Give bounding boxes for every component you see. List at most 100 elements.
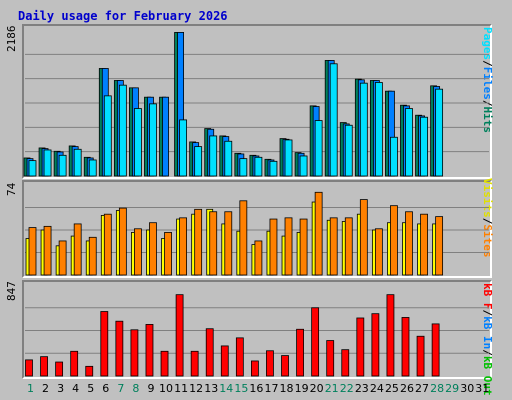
sites-bar — [374, 228, 383, 276]
kbytes-bar — [431, 323, 440, 377]
sites-bar — [435, 216, 444, 276]
sites-bar — [254, 240, 263, 276]
pages-bar — [329, 63, 338, 177]
sites-bar — [194, 208, 203, 276]
day-tick-label: 7 — [117, 382, 125, 395]
day-tick-label: 27 — [415, 382, 430, 395]
day-tick-label: 17 — [264, 382, 279, 395]
kbytes-bar — [190, 350, 199, 377]
sites-bar — [134, 228, 142, 276]
day-tick-label: 22 — [339, 382, 354, 395]
sites-bar — [43, 225, 52, 276]
kbytes-bar — [281, 355, 289, 377]
day-tick-label: 4 — [72, 382, 80, 395]
day-tick-label: 3 — [57, 382, 65, 395]
day-tick-label: 25 — [384, 382, 399, 395]
day-tick-label: 28 — [430, 382, 445, 395]
day-tick-label: 21 — [324, 382, 339, 395]
pages-bar — [149, 103, 157, 177]
day-tick-label: 13 — [204, 382, 219, 395]
day-tick-label: 20 — [309, 382, 324, 395]
sites-bar — [359, 199, 368, 276]
pages-bar — [284, 139, 293, 177]
kbytes-bar — [401, 317, 410, 377]
pages-bar — [435, 88, 444, 177]
day-tick-label: 30 — [460, 382, 475, 395]
kbytes-bar — [296, 328, 304, 377]
kbytes-bar — [175, 294, 184, 377]
sites-bar — [88, 236, 97, 276]
pages-bar — [239, 158, 248, 177]
sites-bar — [118, 207, 127, 276]
day-tick-label: 11 — [174, 382, 189, 395]
kbytes-bar — [70, 350, 79, 377]
sites-bar — [299, 218, 308, 276]
sites-bar — [149, 222, 157, 276]
day-tick-label: 19 — [294, 382, 309, 395]
pages-bar — [299, 155, 308, 177]
sites-bar — [344, 217, 353, 276]
pages-bar — [118, 84, 127, 177]
pages-bar — [405, 108, 413, 177]
pages-bar — [43, 149, 52, 177]
kbytes-bar — [115, 320, 124, 377]
sites-bar — [329, 217, 338, 276]
kbytes-bar — [40, 356, 48, 377]
pages-bar — [420, 116, 428, 177]
kbytes-bar — [100, 311, 109, 377]
day-tick-label: 2 — [42, 382, 50, 395]
kbytes-bar — [145, 324, 154, 377]
day-tick-label: 8 — [132, 382, 140, 395]
kbytes-bar — [416, 335, 425, 377]
pages-bar — [269, 160, 278, 177]
sites-bar — [314, 191, 323, 276]
day-tick-label: 15 — [234, 382, 249, 395]
chart-title: Daily usage for February 2026 — [18, 9, 228, 23]
pages-bar — [103, 95, 112, 177]
pages-bar — [179, 119, 188, 177]
kbytes-bar — [266, 350, 274, 377]
pages-bar — [194, 146, 203, 177]
sites-bar — [224, 211, 233, 276]
sites-bar — [164, 232, 172, 276]
kbytes-bar — [311, 307, 320, 377]
day-tick-label: 6 — [102, 382, 110, 395]
sites-bar — [28, 227, 37, 276]
day-tick-label: 29 — [445, 382, 460, 395]
kbytes-bar — [220, 345, 229, 377]
kbytes-bar — [205, 328, 214, 377]
day-tick-label: 18 — [279, 382, 294, 395]
day-tick-label: 5 — [87, 382, 95, 395]
sites-bar — [269, 218, 278, 276]
kbytes-bar — [326, 340, 335, 377]
kbytes-bar — [235, 337, 244, 377]
sites-bar — [58, 240, 67, 276]
kbytes-bar — [250, 360, 259, 377]
pages-bar — [134, 108, 142, 177]
day-tick-label: 26 — [400, 382, 414, 395]
day-tick-label: 16 — [249, 382, 264, 395]
day-tick-label: 9 — [147, 382, 155, 395]
sites-bar — [390, 205, 398, 276]
pages-bar — [344, 124, 353, 177]
kbytes-bar — [160, 350, 169, 377]
kbytes-bar — [341, 349, 350, 377]
day-tick-label: 24 — [369, 382, 384, 395]
sites-bar — [284, 217, 293, 276]
kbytes-bar — [55, 361, 64, 377]
sites-bar — [103, 213, 112, 276]
pages-bar — [73, 148, 82, 177]
sites-bar — [405, 211, 413, 276]
day-tick-label: 12 — [189, 382, 204, 395]
pages-bar — [209, 135, 218, 177]
kbytes-bar — [386, 294, 395, 377]
pages-bar — [58, 154, 67, 177]
pages-bar — [88, 159, 97, 177]
sites-bar — [179, 217, 188, 276]
day-tick-label: 23 — [354, 382, 369, 395]
kbytes-bar — [25, 359, 33, 377]
sites-bar — [73, 223, 82, 276]
kbytes-bar — [130, 329, 139, 377]
